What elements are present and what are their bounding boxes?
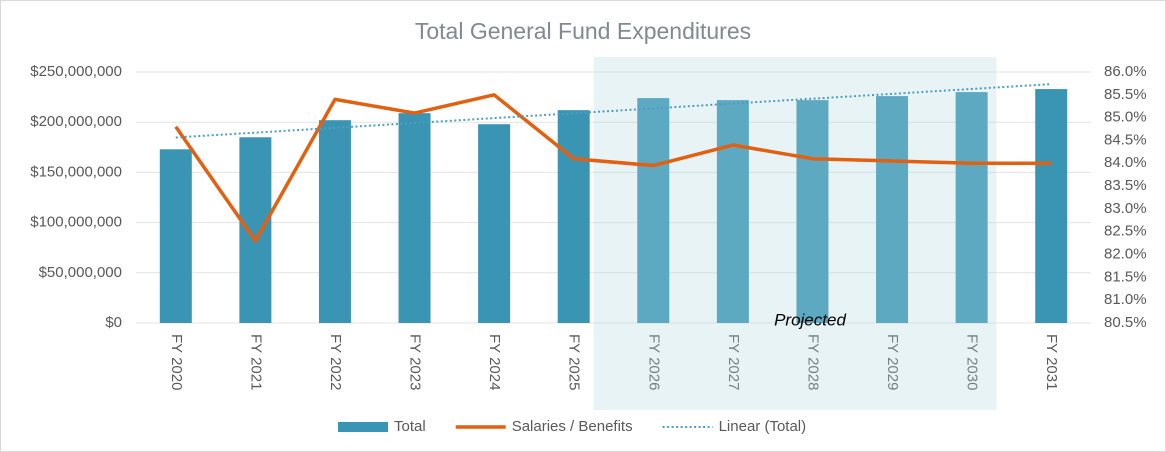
y-tick-label: $50,000,000 xyxy=(39,264,122,281)
y2-tick-label: 83.5% xyxy=(1104,177,1147,194)
bar xyxy=(557,110,590,323)
bar xyxy=(239,137,272,323)
y2-tick-label: 82.0% xyxy=(1104,246,1147,263)
legend-label: Total xyxy=(394,418,426,435)
bar xyxy=(876,96,909,323)
y-tick-label: $250,000,000 xyxy=(30,63,122,80)
x-tick-label: FY 2026 xyxy=(645,334,662,390)
line xyxy=(174,93,1052,243)
x-tick-label: FY 2028 xyxy=(804,334,821,390)
x-tick-label: FY 2024 xyxy=(486,334,503,390)
x-tick-label: FY 2027 xyxy=(725,334,742,390)
x-tick-label: FY 2021 xyxy=(247,334,264,390)
bar xyxy=(159,149,192,323)
y2-tick-label: 84.0% xyxy=(1104,154,1147,171)
bar xyxy=(318,120,351,323)
y2-tick-label: 85.5% xyxy=(1104,86,1147,103)
y2-tick-label: 85.0% xyxy=(1104,109,1147,126)
y2-tick-label: 83.0% xyxy=(1104,200,1147,217)
legend-label: Linear (Total) xyxy=(719,418,807,435)
y-tick-label: $100,000,000 xyxy=(30,214,122,231)
bar xyxy=(1035,89,1068,324)
y2-tick-label: 81.0% xyxy=(1104,291,1147,308)
bar xyxy=(796,100,829,323)
y2-tick-label: 84.5% xyxy=(1104,131,1147,148)
y-tick-label: $150,000,000 xyxy=(30,163,122,180)
y-tick-label: $200,000,000 xyxy=(30,113,122,130)
x-tick-label: FY 2030 xyxy=(964,334,981,390)
trend-line xyxy=(175,83,1052,139)
y2-tick-label: 82.5% xyxy=(1104,223,1147,240)
y2-tick-label: 81.5% xyxy=(1104,268,1147,285)
chart-title: Total General Fund Expenditures xyxy=(415,18,751,44)
projected-region xyxy=(593,57,997,410)
y2-tick-label: 86.0% xyxy=(1104,63,1147,80)
x-tick-label: FY 2025 xyxy=(566,334,583,390)
legend-label: Salaries / Benefits xyxy=(512,418,633,435)
bar xyxy=(637,98,670,323)
x-tick-label: FY 2020 xyxy=(168,334,185,390)
bar xyxy=(716,100,749,323)
x-tick-label: FY 2023 xyxy=(407,334,424,390)
x-tick-label: FY 2029 xyxy=(884,334,901,390)
bar xyxy=(478,124,511,323)
bar xyxy=(398,113,431,323)
y2-tick-label: 80.5% xyxy=(1104,314,1147,331)
x-tick-label: FY 2031 xyxy=(1043,334,1060,390)
y-tick-label: $0 xyxy=(105,314,122,331)
legend-swatch xyxy=(338,422,388,432)
x-tick-label: FY 2022 xyxy=(327,334,344,390)
bar xyxy=(955,92,988,323)
annotation: Projected xyxy=(774,310,846,329)
